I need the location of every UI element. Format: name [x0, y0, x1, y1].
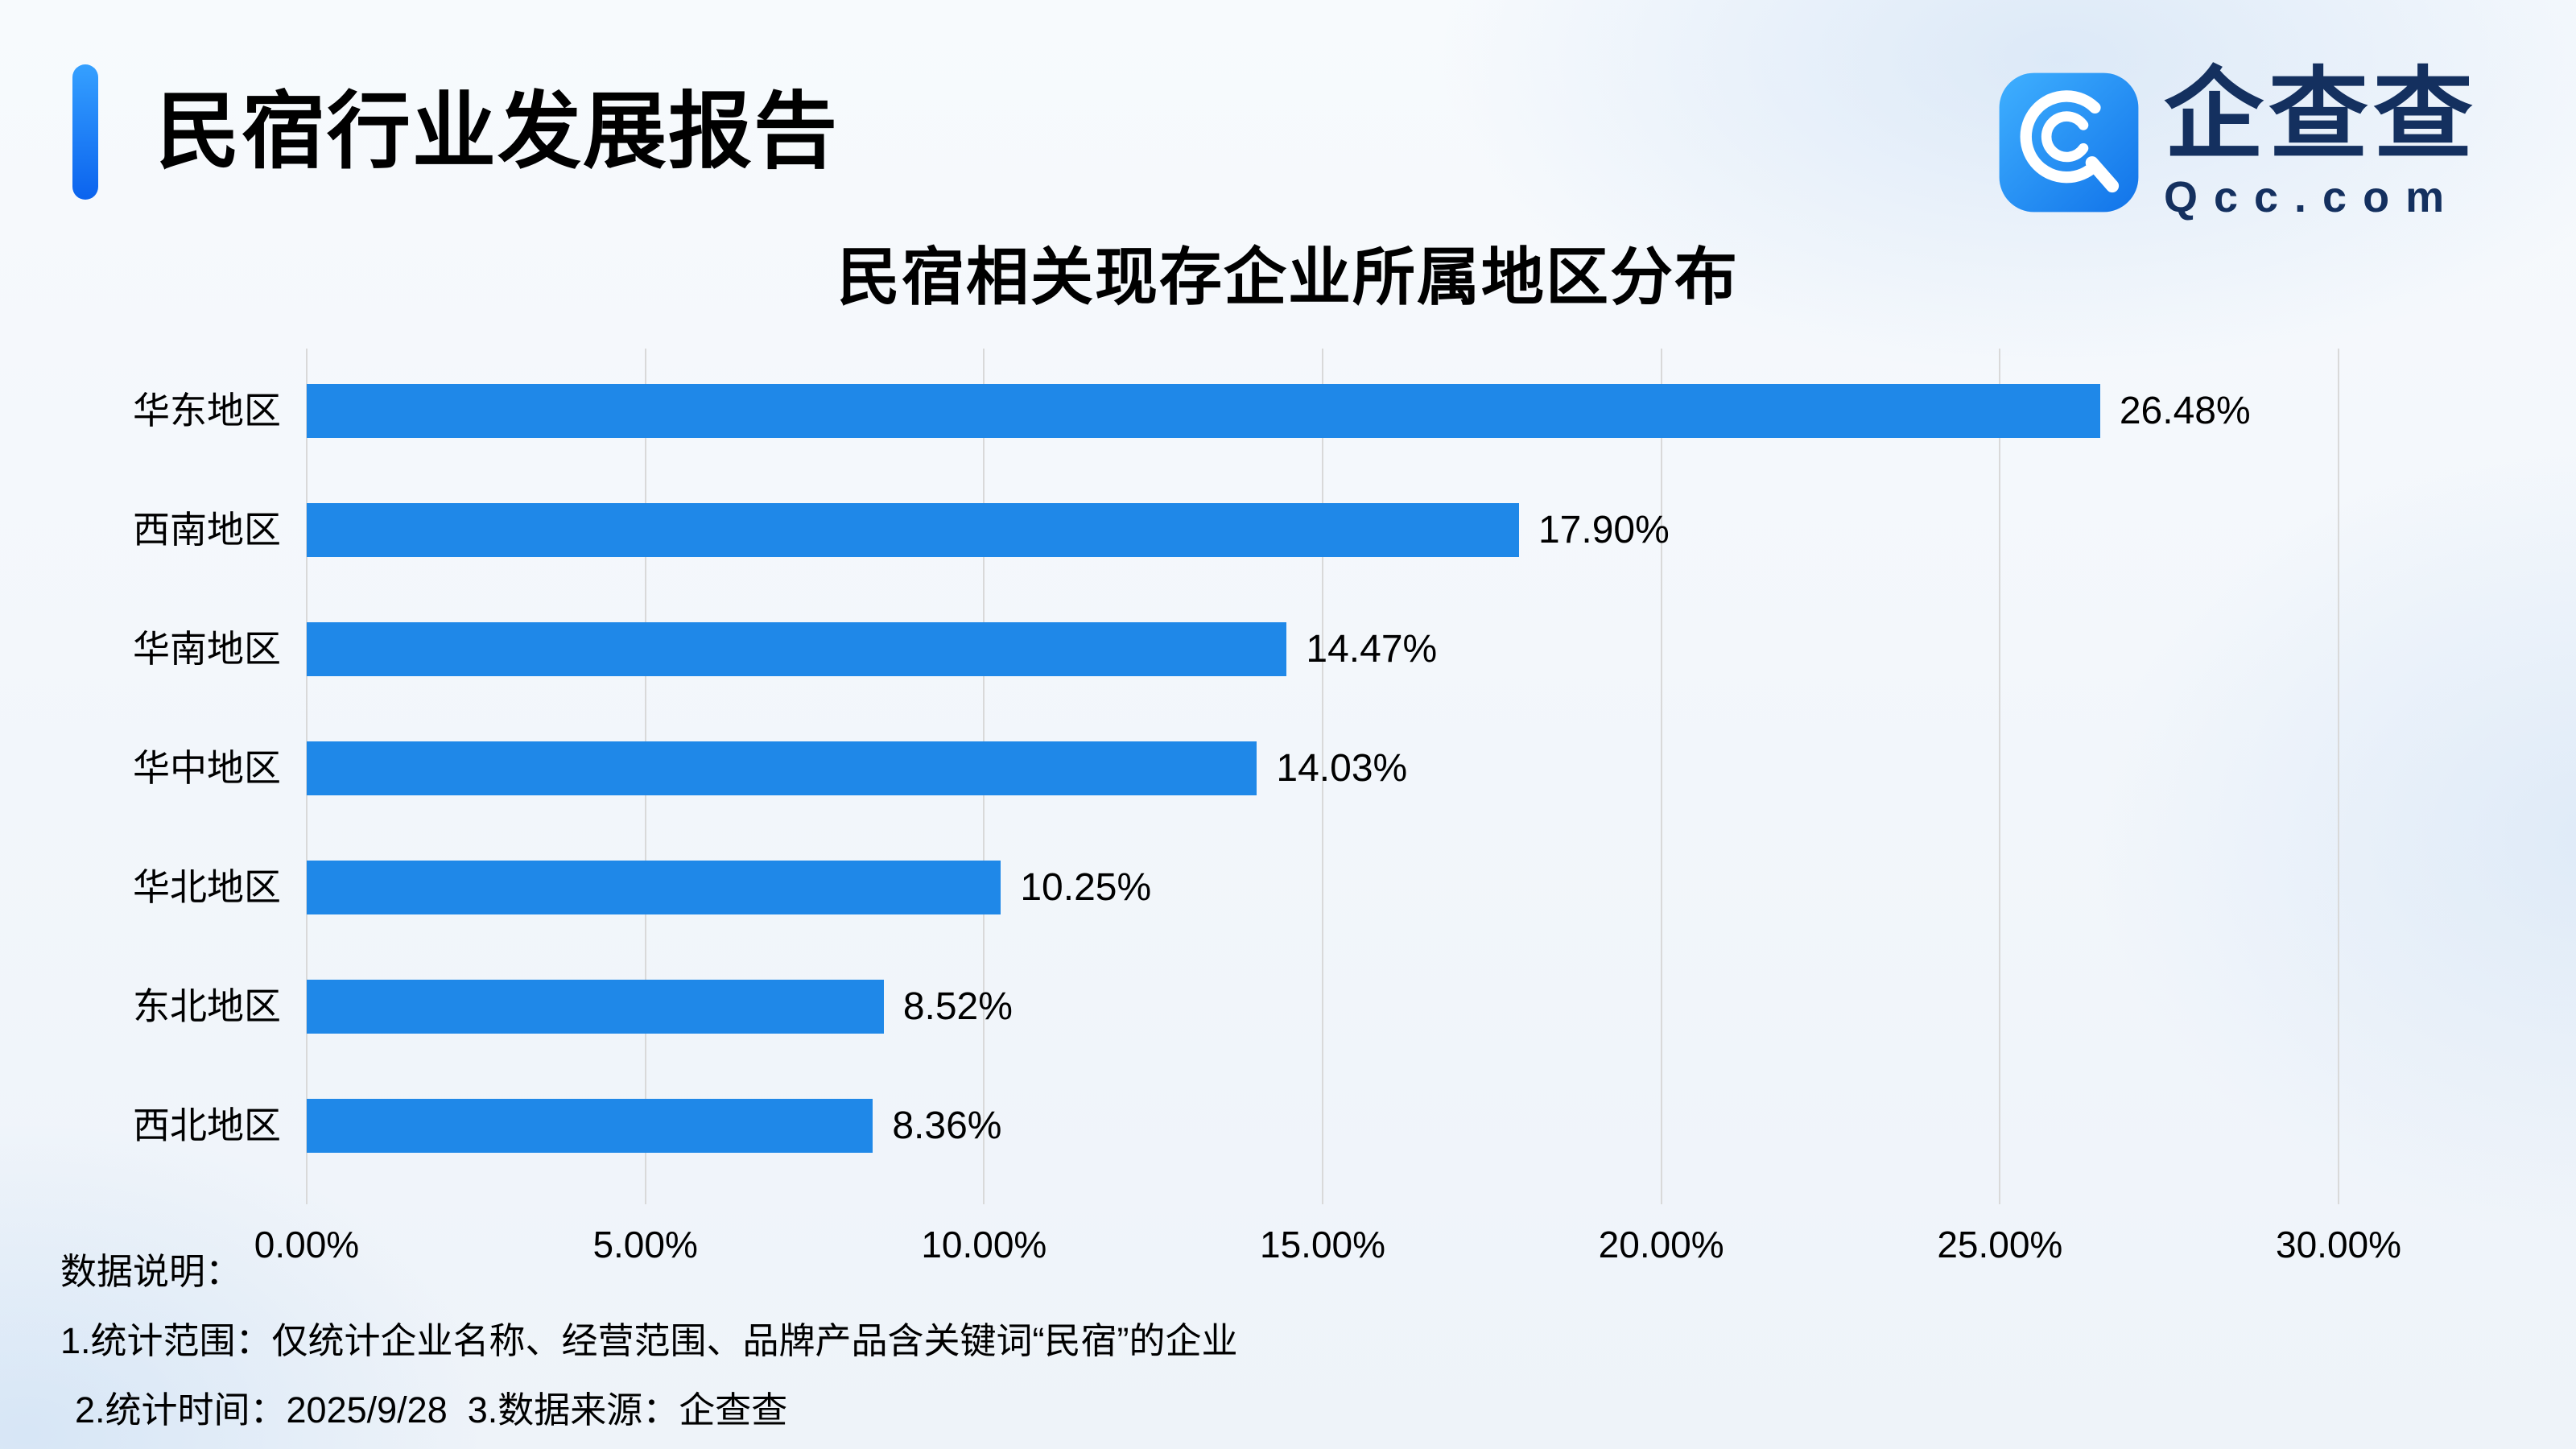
x-tick-label: 25.00%	[1937, 1224, 2063, 1265]
category-label: 华东地区	[133, 389, 281, 431]
gridline	[1999, 349, 2001, 1204]
x-tick-label: 5.00%	[592, 1224, 698, 1265]
category-label: 华北地区	[133, 865, 281, 908]
bar	[307, 979, 884, 1034]
bar-value-label: 10.25%	[1020, 865, 1152, 909]
x-tick-label: 10.00%	[921, 1224, 1047, 1265]
bar-value-label: 17.90%	[1538, 508, 1670, 551]
bar-value-label: 8.52%	[902, 985, 1013, 1028]
x-tick-label: 0.00%	[254, 1224, 360, 1265]
qcc-logo-text: 企查查 Qcc.com	[2164, 63, 2478, 222]
qcc-logo: 企查查 Qcc.com	[1996, 63, 2478, 222]
chart-title: 民宿相关现存企业所属地区分布	[836, 242, 1739, 312]
bar	[307, 860, 1001, 914]
bar-value-label: 8.36%	[892, 1104, 1002, 1147]
footer-note-2: 2.统计时间：2025/9/28 3.数据来源：企查查	[75, 1389, 788, 1430]
gridline	[1322, 349, 1323, 1204]
category-label: 西南地区	[133, 508, 281, 551]
qcc-domain: Qcc.com	[2163, 173, 2461, 221]
bar	[307, 383, 2100, 438]
gridline	[1660, 349, 1662, 1204]
gridline	[2338, 349, 2339, 1204]
bar-value-label: 14.47%	[1306, 627, 1438, 671]
bar-value-label: 14.03%	[1276, 746, 1408, 790]
category-label: 华中地区	[133, 746, 281, 789]
footer-note-1: 1.统计范围：仅统计企业名称、经营范围、品牌产品含关键词“民宿”的企业	[60, 1320, 1238, 1361]
bar	[307, 621, 1287, 676]
x-tick-label: 15.00%	[1259, 1224, 1386, 1265]
bar-chart-plot: 0.00% 5.00% 10.00% 15.00% 20.00% 25.00% 30.00%…	[133, 349, 2401, 1265]
qcc-logo-icon	[1996, 70, 2141, 215]
qcc-brand-name: 企查查	[2163, 60, 2478, 171]
x-tick-label: 30.00%	[2275, 1224, 2402, 1265]
report-title: 民宿行业发展报告	[156, 85, 840, 179]
footer-notes-title: 数据说明：	[60, 1251, 242, 1292]
title-accent-bar	[72, 64, 98, 200]
bar-value-label: 26.48%	[2119, 389, 2251, 432]
bar	[307, 741, 1257, 795]
category-label: 西北地区	[133, 1104, 281, 1146]
category-label: 东北地区	[133, 985, 281, 1027]
category-label: 华南地区	[133, 627, 281, 670]
x-tick-label: 20.00%	[1598, 1224, 1724, 1265]
footer-notes: 数据说明： 1.统计范围：仅统计企业名称、经营范围、品牌产品含关键词“民宿”的企…	[60, 1249, 2475, 1433]
bar	[307, 1098, 873, 1153]
bar	[307, 502, 1519, 557]
